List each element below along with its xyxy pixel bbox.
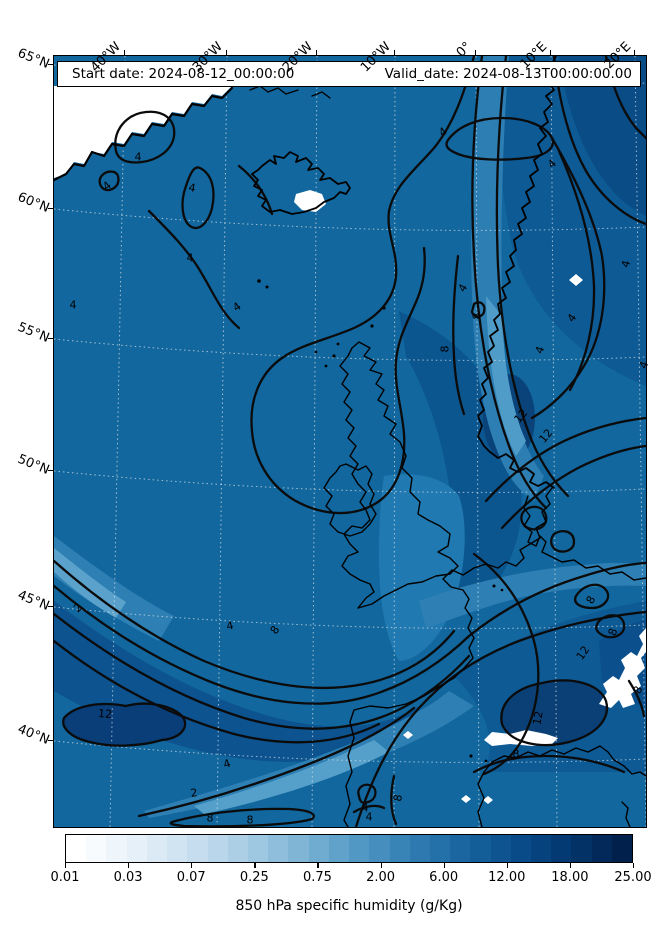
great-britain-coast (339, 341, 459, 609)
lon-tick-mark (316, 50, 318, 55)
france-iberia-coast (343, 567, 475, 827)
colorbar (65, 834, 633, 863)
lat-tick-label: 45°N (15, 587, 52, 614)
colorbar-segment (328, 835, 350, 862)
colorbar-tick-mark (128, 863, 130, 868)
valid-date-text: Valid_date: 2024-08-13T00:00:00.00 (384, 66, 632, 82)
colorbar-segment (167, 835, 188, 862)
lat-tick-mark (48, 740, 53, 742)
colorbar-segment (349, 835, 370, 862)
pyrenees-mask (484, 730, 558, 746)
colorbar-tick-value: 0.03 (113, 870, 143, 885)
colorbar-segment (126, 835, 147, 862)
lon-tick-mark (124, 50, 126, 55)
lat-tick-label: 65°N (15, 45, 52, 72)
colorbar-segment (409, 835, 430, 862)
colorbar-segment (389, 835, 410, 862)
colorbar-segment (611, 835, 633, 862)
ireland-coast (323, 463, 377, 537)
colorbar-tick-value: 0.01 (50, 870, 80, 885)
colorbar-segment (571, 835, 592, 862)
colorbar-segment (531, 835, 552, 862)
humidity-map (54, 56, 646, 827)
humidity-fill-regions (54, 56, 646, 818)
colorbar-segment (450, 835, 471, 862)
lon-tick-mark (634, 50, 636, 55)
colorbar-segment (268, 835, 289, 862)
lat-tick-mark (48, 470, 53, 472)
colorbar-tick-value: 2.00 (366, 870, 396, 885)
colorbar-tick-value: 0.75 (302, 870, 332, 885)
colorbar-segment (86, 835, 107, 862)
colorbar-segment (429, 835, 451, 862)
norway-coast (477, 56, 557, 489)
contour-lines (54, 56, 646, 827)
lon-tick-mark (475, 50, 477, 55)
colorbar-tick-mark (65, 863, 67, 868)
colorbar-segment (490, 835, 511, 862)
colorbar-tick-value: 12.00 (488, 870, 526, 885)
lat-tick-label: 55°N (15, 319, 52, 346)
colorbar-tick-mark (633, 863, 635, 868)
colorbar-tick-mark (317, 863, 319, 868)
colorbar-segment (227, 835, 248, 862)
lon-tick-mark (226, 50, 228, 55)
lat-tick-mark (48, 338, 53, 340)
colorbar-segment (207, 835, 228, 862)
colorbar-tick-mark (506, 863, 508, 868)
colorbar-segment (369, 835, 390, 862)
colorbar-segment (66, 835, 87, 862)
iceland-coast (251, 151, 351, 215)
norway-glacier-dot (569, 274, 583, 286)
date-title-bar: Start date: 2024-08-12_00:00:00 Valid_da… (57, 61, 641, 87)
colorbar-segment (288, 835, 309, 862)
lat-tick-label: 50°N (15, 451, 52, 478)
colorbar-tick-value: 25.00 (614, 870, 652, 885)
colorbar-segment (187, 835, 208, 862)
lon-tick-mark (550, 50, 552, 55)
colorbar-segment (510, 835, 532, 862)
colorbar-tick-value: 0.07 (176, 870, 206, 885)
colorbar-caption: 850 hPa specific humidity (g/Kg) (235, 898, 463, 914)
lat-tick-mark (48, 64, 53, 66)
lat-tick-label: 60°N (15, 189, 52, 216)
colorbar-tick-mark (443, 863, 445, 868)
coastlines (54, 56, 646, 827)
colorbar-tick-value: 6.00 (429, 870, 459, 885)
lat-tick-mark (48, 606, 53, 608)
colorbar-segment (308, 835, 329, 862)
small-islands (257, 279, 504, 763)
lat-tick-mark (48, 208, 53, 210)
colorbar-segment (470, 835, 491, 862)
map-canvas (53, 55, 647, 828)
colorbar-tick-mark (569, 863, 572, 868)
colorbar-tick-value: 0.25 (239, 870, 269, 885)
lat-tick-label: 40°N (15, 721, 52, 748)
colorbar-tick-mark (254, 863, 256, 868)
colorbar-segment (106, 835, 127, 862)
colorbar-tick-value: 18.00 (551, 870, 589, 885)
start-date-text: Start date: 2024-08-12_00:00:00 (72, 66, 295, 82)
colorbar-tick-mark (191, 863, 193, 868)
greenland-coast (54, 86, 234, 182)
colorbar-segment (247, 835, 269, 862)
greenland-icecap (54, 86, 232, 178)
lon-tick-mark (394, 50, 396, 55)
colorbar-tick-mark (380, 863, 382, 868)
colorbar-segment (551, 835, 572, 862)
colorbar-segment (591, 835, 612, 862)
colorbar-segment (146, 835, 168, 862)
